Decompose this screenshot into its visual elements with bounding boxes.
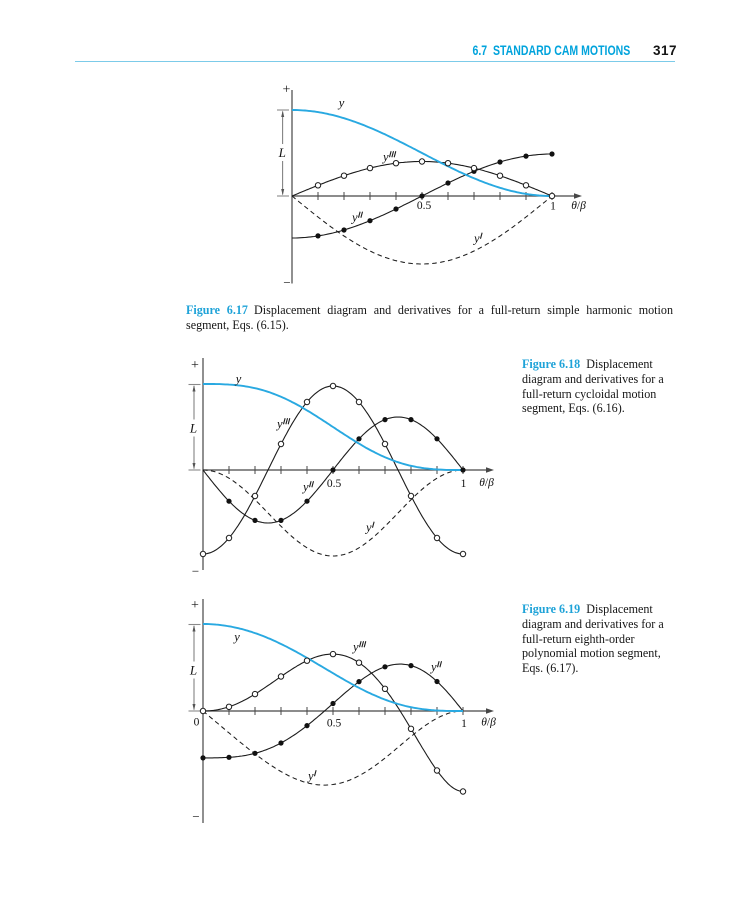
svg-text:y: y [337, 96, 345, 110]
svg-text:y: y [306, 769, 314, 783]
svg-text:θ/β: θ/β [479, 477, 494, 489]
svg-text:0: 0 [194, 717, 200, 729]
svg-text:0.5: 0.5 [327, 718, 342, 730]
svg-text:−: − [192, 564, 199, 579]
svg-text:0.5: 0.5 [327, 478, 342, 490]
svg-text:L: L [189, 420, 197, 435]
svg-text:y: y [234, 372, 242, 386]
svg-text:θ/β: θ/β [571, 200, 586, 212]
svg-text:1: 1 [550, 201, 556, 213]
svg-text:y: y [351, 640, 359, 654]
svg-text:y: y [275, 417, 283, 431]
svg-text:y: y [472, 232, 480, 246]
svg-text:+: + [283, 83, 291, 98]
svg-text:1: 1 [461, 478, 467, 490]
svg-text:y: y [381, 150, 389, 164]
svg-text:y: y [301, 480, 309, 494]
svg-text:y: y [350, 211, 358, 225]
svg-text:θ/β: θ/β [481, 717, 496, 729]
svg-text:L: L [189, 662, 197, 677]
svg-text:1: 1 [461, 718, 467, 730]
svg-text:+: + [191, 598, 199, 613]
svg-text:y: y [232, 630, 240, 644]
svg-text:+: + [191, 358, 199, 373]
svg-text:0.5: 0.5 [417, 200, 432, 212]
svg-text:−: − [192, 809, 199, 824]
svg-text:y: y [429, 660, 437, 674]
svg-text:y: y [364, 521, 372, 535]
svg-text:L: L [278, 145, 286, 160]
svg-text:−: − [283, 275, 290, 290]
